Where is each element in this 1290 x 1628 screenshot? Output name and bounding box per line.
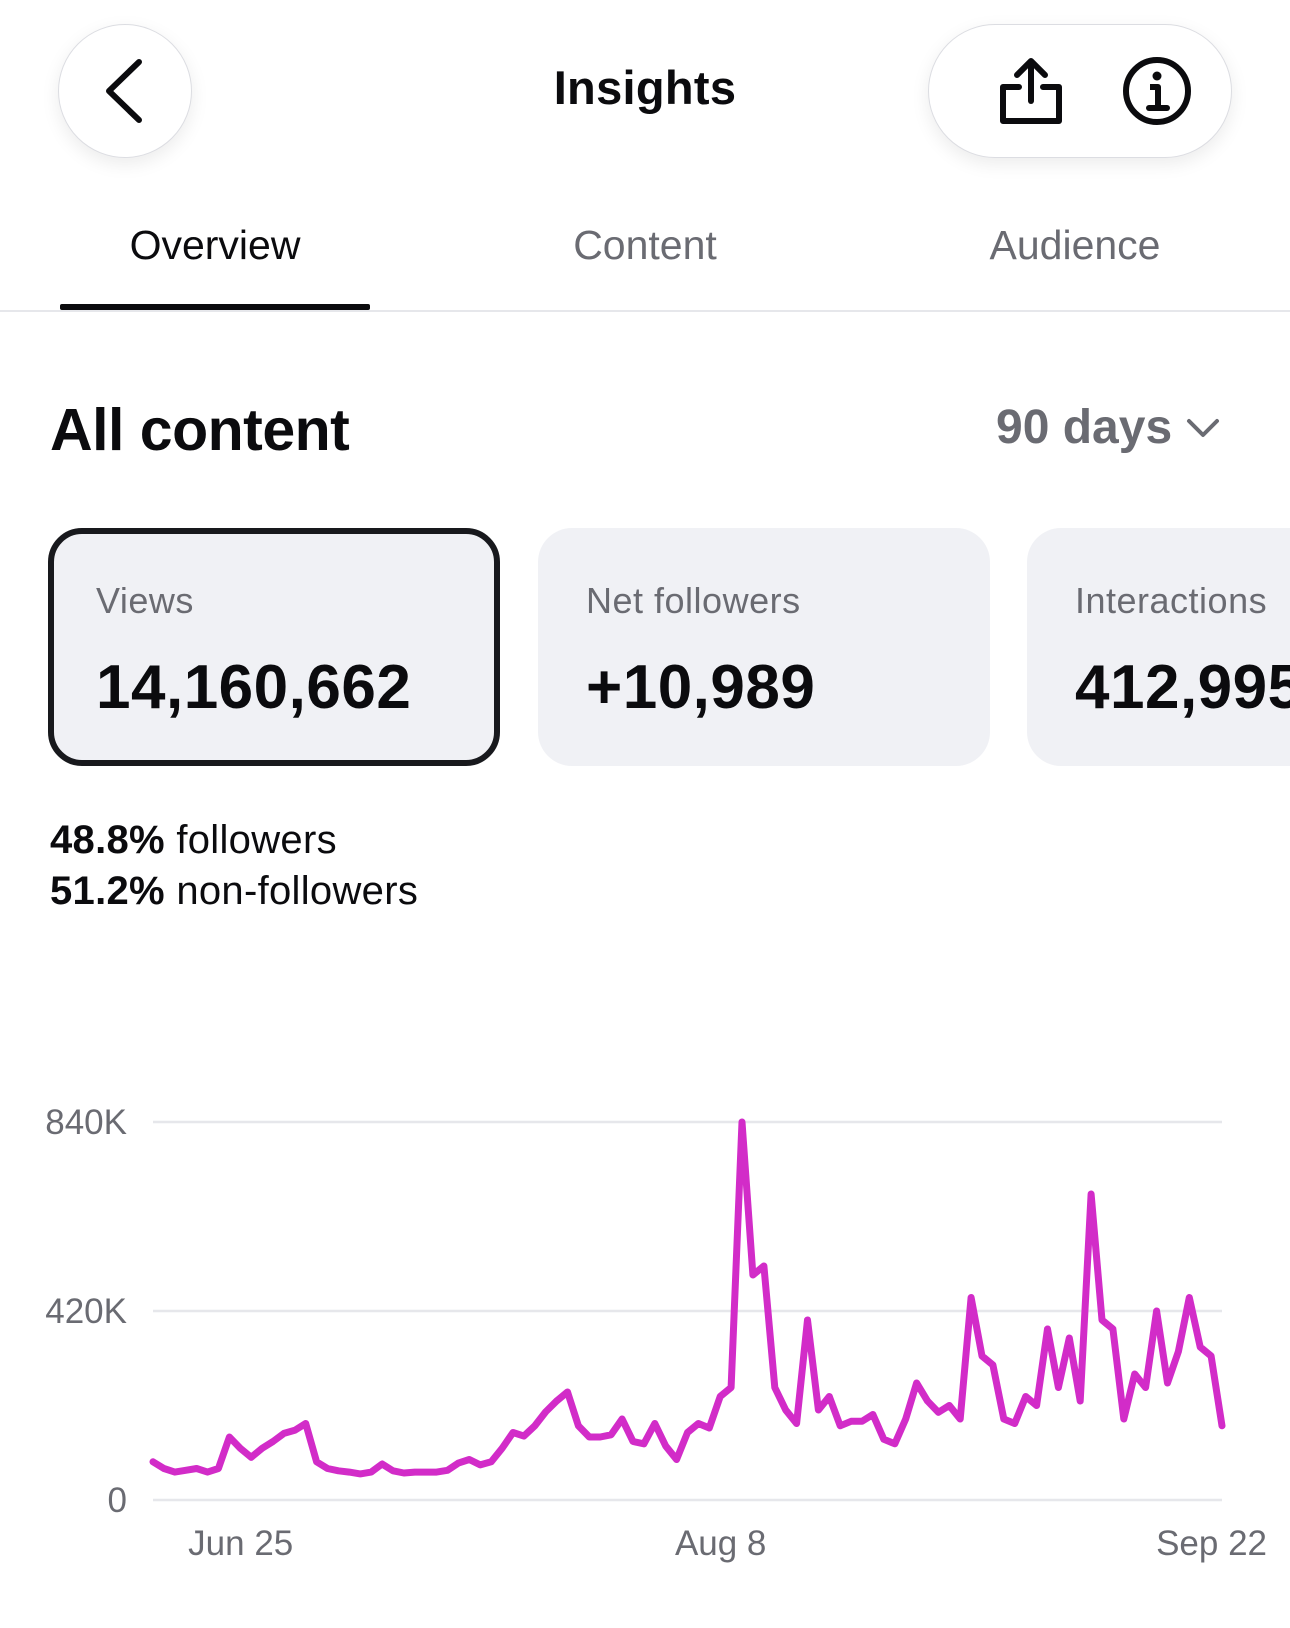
views-line-chart[interactable]: 840K 420K 0 Jun 25 Aug 8 Sep 22 xyxy=(0,1060,1290,1580)
breakdown-label: non-followers xyxy=(176,869,419,913)
y-tick-label: 420K xyxy=(45,1292,127,1331)
y-tick-label: 0 xyxy=(108,1481,127,1520)
page-title: Insights xyxy=(553,61,737,114)
header-actions xyxy=(928,24,1232,158)
metric-label: Views xyxy=(96,580,194,621)
tab-divider xyxy=(0,310,1290,312)
chevron-left-icon xyxy=(106,59,142,123)
metric-card-interactions[interactable]: Interactions 412,995 xyxy=(1027,528,1290,766)
tab-content[interactable]: Content xyxy=(573,222,717,268)
breakdown-percent: 51.2% xyxy=(50,869,165,913)
x-tick-label: Aug 8 xyxy=(675,1524,766,1563)
metric-value: +10,989 xyxy=(586,653,816,722)
breakdown-non-followers: 51.2% non-followers xyxy=(50,869,418,914)
section-title: All content xyxy=(50,397,350,463)
tab-audience[interactable]: Audience xyxy=(989,222,1161,268)
metric-value: 412,995 xyxy=(1075,653,1290,722)
share-icon xyxy=(1000,58,1062,124)
x-tick-label: Sep 22 xyxy=(1156,1524,1267,1563)
breakdown-label: followers xyxy=(176,818,337,862)
info-icon xyxy=(1123,57,1191,125)
info-button[interactable] xyxy=(1115,49,1199,133)
metric-value: 14,160,662 xyxy=(96,653,412,722)
breakdown-followers: 48.8% followers xyxy=(50,818,337,863)
breakdown-percent: 48.8% xyxy=(50,818,165,862)
tab-overview[interactable]: Overview xyxy=(129,222,301,268)
date-range-label: 90 days xyxy=(996,401,1173,454)
back-button[interactable] xyxy=(58,24,192,158)
x-tick-label: Jun 25 xyxy=(188,1524,293,1563)
metric-label: Interactions xyxy=(1075,580,1268,621)
metric-card-net-followers[interactable]: Net followers +10,989 xyxy=(538,528,990,766)
metric-label: Net followers xyxy=(586,580,801,621)
chevron-down-icon xyxy=(1187,418,1220,437)
active-tab-indicator xyxy=(60,304,370,310)
views-series-line xyxy=(149,1118,1226,1478)
date-range-select[interactable]: 90 days xyxy=(996,400,1220,455)
metric-card-views[interactable]: Views 14,160,662 xyxy=(48,528,500,766)
share-button[interactable] xyxy=(989,49,1073,133)
y-tick-label: 840K xyxy=(45,1103,127,1142)
